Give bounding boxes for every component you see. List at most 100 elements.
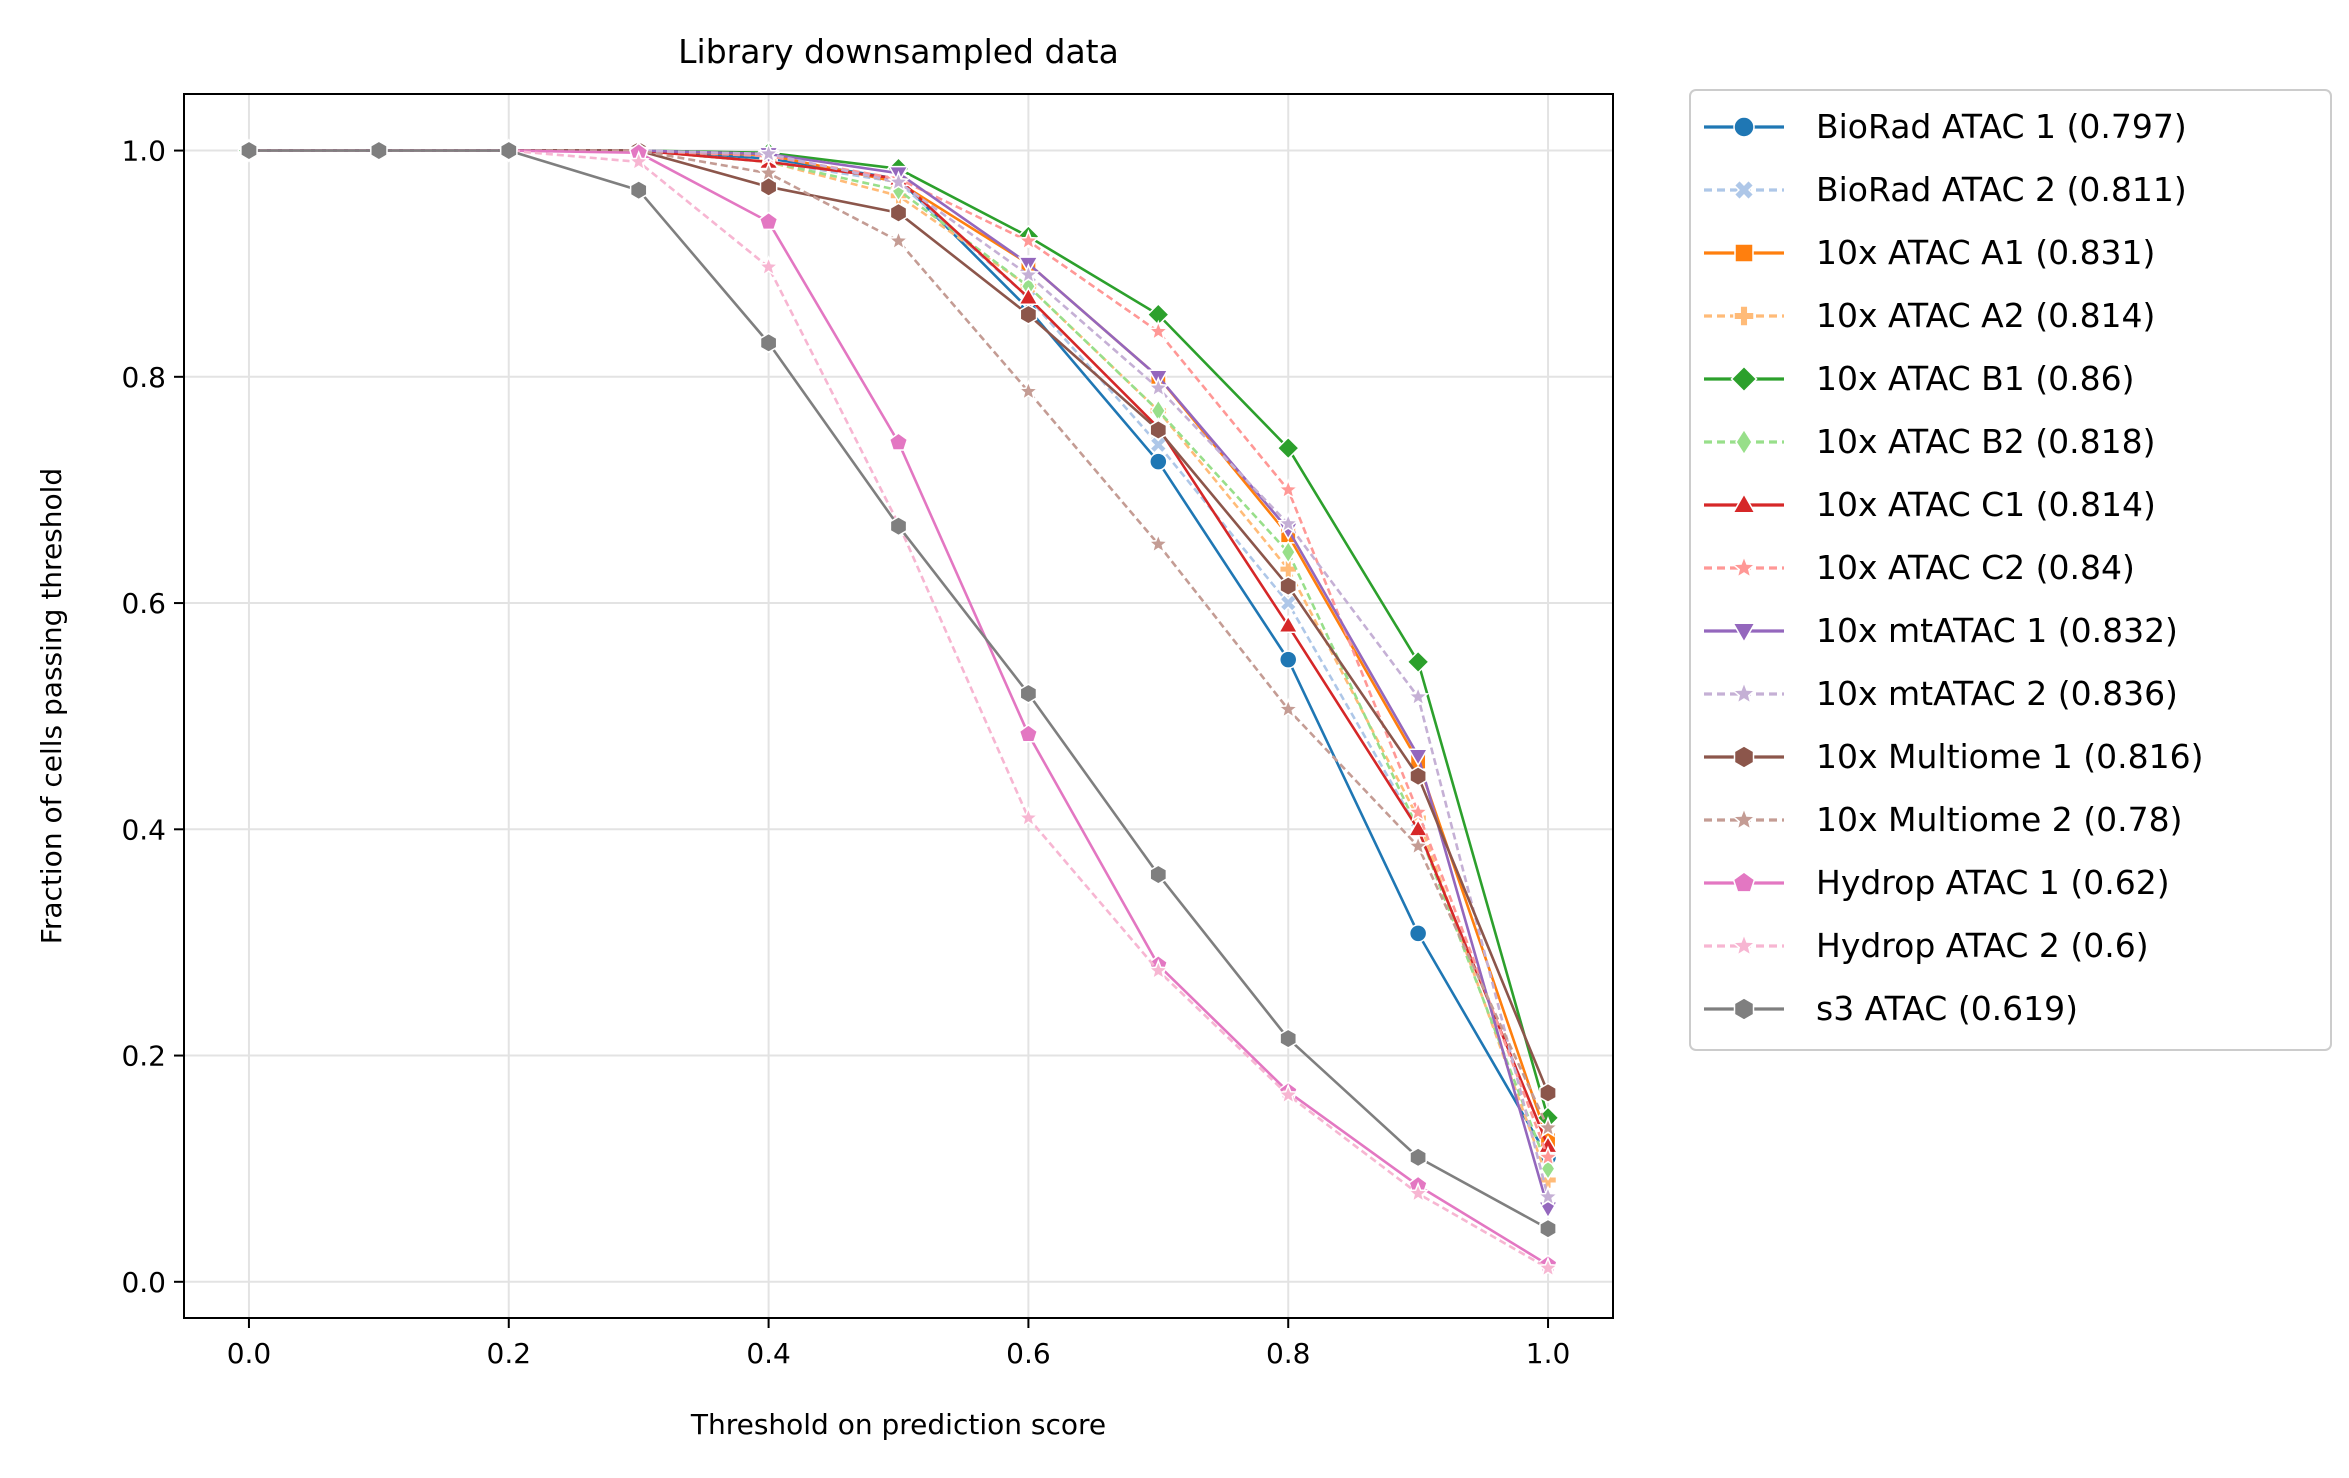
data-point [1408, 924, 1428, 943]
x-axis-label: Threshold on prediction score [690, 1408, 1106, 1441]
data-point [1280, 540, 1296, 565]
legend-label: 10x mtATAC 2 (0.836) [1816, 674, 2178, 713]
legend-entry: BioRad ATAC 2 (0.811) [1704, 170, 2187, 209]
data-point [1539, 1082, 1557, 1104]
y-axis-label: Fraction of cells passing threshold [35, 468, 68, 944]
legend-label: 10x Multiome 2 (0.78) [1816, 800, 2183, 839]
series-line [249, 149, 1550, 1170]
legend-marker [1731, 680, 1757, 705]
series-9 [238, 143, 1559, 1220]
data-point [1149, 452, 1168, 471]
data-point [1017, 286, 1039, 305]
data-point [1536, 1116, 1560, 1138]
data-point [1147, 376, 1170, 398]
legend-entry: BioRad ATAC 1 (0.797) [1704, 107, 2187, 146]
data-point [1147, 319, 1170, 342]
series-3 [240, 142, 1557, 1149]
series-12 [237, 138, 1560, 1138]
data-point [887, 170, 910, 192]
series-line [249, 149, 1549, 1230]
legend-marker [1731, 932, 1757, 957]
data-point [1276, 697, 1300, 719]
legend-entry: Hydrop ATAC 2 (0.6) [1704, 926, 2149, 965]
data-point [1018, 723, 1039, 743]
data-point [1017, 263, 1040, 285]
x-tick-label: 0.4 [746, 1337, 791, 1370]
legend-label: 10x ATAC B2 (0.818) [1816, 422, 2156, 461]
series-line [249, 149, 1550, 1141]
series-line [249, 149, 1549, 1270]
data-point [1409, 765, 1427, 787]
data-point [499, 140, 518, 161]
legend-entry: 10x ATAC B1 (0.86) [1704, 359, 2135, 398]
legend-marker [1733, 116, 1755, 138]
data-point [240, 140, 258, 161]
legend-entry: 10x ATAC B2 (0.818) [1704, 422, 2156, 461]
data-point [887, 229, 910, 251]
data-point [1019, 683, 1038, 704]
data-point [1147, 958, 1170, 981]
x-tick-label: 0.6 [1006, 1337, 1051, 1370]
data-point [888, 432, 909, 451]
data-point [1017, 229, 1040, 251]
series-line [249, 149, 1550, 1119]
legend-entry: 10x ATAC C1 (0.814) [1704, 485, 2156, 524]
legend-entry: 10x Multiome 2 (0.78) [1704, 800, 2183, 839]
legend-label: 10x ATAC C2 (0.84) [1816, 548, 2135, 587]
legend-entry: 10x mtATAC 1 (0.832) [1704, 611, 2178, 650]
legend-entry: 10x ATAC A1 (0.831) [1704, 233, 2155, 272]
legend-label: BioRad ATAC 2 (0.811) [1816, 170, 2187, 209]
data-point [370, 140, 388, 161]
legend-label: BioRad ATAC 1 (0.797) [1816, 107, 2187, 146]
legend-marker [1734, 243, 1754, 263]
data-point [1536, 1256, 1560, 1278]
series-10 [237, 138, 1560, 1207]
grid-lines [184, 94, 1613, 1318]
data-point [1409, 1147, 1427, 1168]
y-tick-label: 0.8 [121, 361, 166, 394]
legend-label: s3 ATAC (0.619) [1816, 989, 2078, 1028]
data-point [757, 255, 780, 277]
data-point [1406, 834, 1430, 856]
data-point [1017, 379, 1040, 402]
legend-entry: 10x ATAC C2 (0.84) [1704, 548, 2135, 587]
legend-label: 10x ATAC C1 (0.814) [1816, 485, 2156, 524]
legend-entry: s3 ATAC (0.619) [1704, 989, 2078, 1028]
legend-entry: 10x mtATAC 2 (0.836) [1704, 674, 2178, 713]
data-point [1276, 1083, 1300, 1105]
data-point [1017, 806, 1040, 828]
legend-marker [1732, 871, 1756, 893]
y-tick-label: 1.0 [121, 135, 166, 168]
data-point [1536, 1145, 1560, 1167]
legend-marker [1731, 806, 1757, 831]
data-point [1146, 302, 1170, 327]
data-point [1149, 419, 1168, 441]
series-line [249, 149, 1550, 1181]
data-point [1276, 436, 1300, 460]
series-7 [238, 139, 1559, 1154]
data-point [1406, 685, 1430, 707]
legend-marker [1731, 554, 1757, 579]
data-point [1406, 1181, 1430, 1204]
series-15 [240, 140, 1557, 1239]
x-tick-label: 0.0 [227, 1337, 272, 1370]
data-point [889, 515, 908, 537]
legend-entry: 10x Multiome 1 (0.816) [1704, 737, 2204, 776]
series-lines [237, 138, 1560, 1278]
data-point [1277, 614, 1299, 634]
series-11 [240, 140, 1557, 1104]
data-point [1276, 478, 1300, 500]
data-point [889, 202, 908, 223]
data-point [1149, 864, 1168, 885]
plot-area-frame [183, 93, 1614, 1319]
data-point [1536, 1185, 1560, 1207]
data-point [1407, 748, 1429, 767]
data-point [1539, 1218, 1557, 1239]
chart-title: Library downsampled data [678, 32, 1119, 71]
series-5 [237, 138, 1560, 1130]
legend-marker [1733, 179, 1755, 201]
x-tick-label: 1.0 [1526, 1337, 1571, 1370]
x-tick-label: 0.2 [487, 1337, 532, 1370]
